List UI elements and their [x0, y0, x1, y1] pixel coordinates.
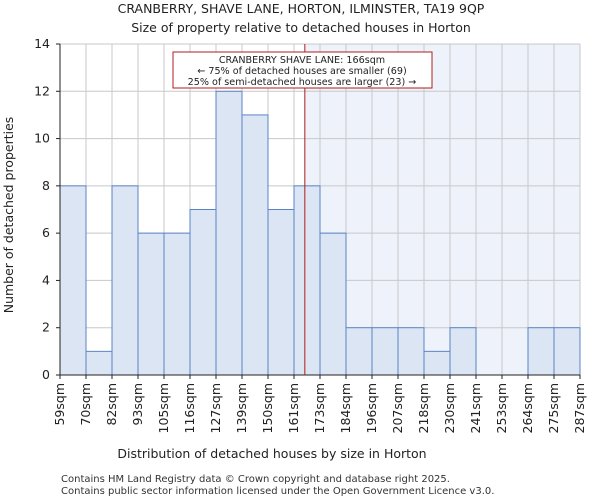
- y-tick-label: 6: [42, 225, 50, 240]
- bar: [163, 232, 191, 376]
- y-tick-label: 0: [42, 367, 50, 382]
- x-tick-label: 161sqm: [286, 383, 301, 433]
- bar: [85, 350, 113, 376]
- bar: [397, 327, 425, 376]
- x-tick-label: 127sqm: [208, 383, 223, 433]
- x-tick-label: 116sqm: [182, 383, 197, 433]
- annotation-line-1: CRANBERRY SHAVE LANE: 166sqm: [219, 55, 385, 66]
- y-axis-label: Number of detached properties: [1, 117, 16, 314]
- x-tick-label: 173sqm: [312, 383, 327, 433]
- bar: [137, 232, 165, 376]
- annotation-line-2: ← 75% of detached houses are smaller (69…: [197, 66, 406, 77]
- annotation-box: CRANBERRY SHAVE LANE: 166sqm ← 75% of de…: [172, 51, 433, 89]
- x-tick-label: 59sqm: [52, 383, 67, 426]
- footer-line-1: Contains HM Land Registry data © Crown c…: [61, 474, 450, 485]
- x-tick-label: 139sqm: [234, 383, 249, 433]
- y-tick-label: 10: [34, 131, 50, 146]
- annotation-line-3: 25% of semi-detached houses are larger (…: [188, 77, 417, 88]
- larger-region: [304, 44, 580, 375]
- x-tick-label: 105sqm: [156, 383, 171, 433]
- bar: [111, 185, 139, 376]
- chart-subtitle: Size of property relative to detached ho…: [131, 20, 471, 35]
- footer-line-2: Contains public sector information licen…: [61, 486, 494, 497]
- bar: [189, 209, 217, 376]
- x-tick-label: 287sqm: [572, 383, 587, 433]
- bar: [527, 327, 555, 376]
- x-tick-label: 184sqm: [338, 383, 353, 433]
- bar: [449, 327, 477, 376]
- x-tick-label: 241sqm: [468, 383, 483, 433]
- x-tick-label: 230sqm: [442, 383, 457, 433]
- x-tick-label: 150sqm: [260, 383, 275, 433]
- y-tick-label: 12: [34, 83, 50, 98]
- bar: [553, 327, 581, 376]
- bar: [241, 114, 269, 376]
- y-tick-label: 4: [42, 272, 50, 287]
- bar: [267, 209, 295, 376]
- y-tick-label: 2: [42, 320, 50, 335]
- bar: [59, 185, 87, 376]
- bar: [293, 185, 321, 376]
- bar: [423, 350, 451, 376]
- bar: [345, 327, 373, 376]
- x-tick-label: 264sqm: [520, 383, 535, 433]
- chart-title: CRANBERRY, SHAVE LANE, HORTON, ILMINSTER…: [118, 1, 485, 16]
- x-tick-label: 275sqm: [546, 383, 561, 433]
- annotation-border: [172, 51, 433, 89]
- bar: [319, 232, 347, 376]
- x-tick-label: 70sqm: [78, 383, 93, 426]
- bar: [215, 90, 243, 376]
- y-tick-label: 14: [34, 36, 50, 51]
- x-tick-label: 253sqm: [494, 383, 509, 433]
- x-tick-label: 93sqm: [130, 383, 145, 426]
- x-tick-label: 196sqm: [364, 383, 379, 433]
- x-tick-label: 218sqm: [416, 383, 431, 433]
- bar: [371, 327, 399, 376]
- x-tick-label: 207sqm: [390, 383, 405, 433]
- x-axis-label: Distribution of detached houses by size …: [117, 446, 426, 461]
- x-tick-label: 82sqm: [104, 383, 119, 426]
- y-tick-label: 8: [42, 178, 50, 193]
